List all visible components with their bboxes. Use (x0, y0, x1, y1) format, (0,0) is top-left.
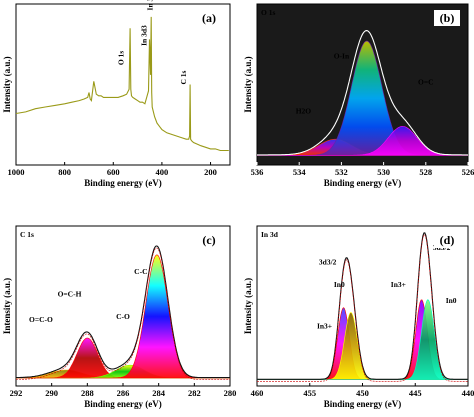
y-axis-title: Intensity (a.u.) (243, 278, 253, 334)
panel-b-o1s-spectrum: 536 534 532 530 528 526 Binding energy (eV) Int… (243, 3, 474, 188)
panel-label: (d) (440, 233, 455, 247)
peak-label: In3+ (317, 321, 332, 330)
x-tick-label: 536 (251, 167, 264, 177)
x-tick-label: 460 (251, 388, 264, 398)
panel-label: (a) (202, 11, 216, 25)
peak-label: In 3d5 (146, 0, 155, 10)
raw-data-line (16, 247, 230, 380)
panel-label: (c) (202, 233, 215, 247)
x-tick-label: 526 (462, 167, 474, 177)
plot-frame (15, 225, 231, 387)
panel-a-survey-spectrum: 1000 800 600 400 200 Binding energy (eV) Inten… (2, 0, 231, 188)
x-tick-label: 286 (117, 388, 130, 398)
x-axis-title: Binding energy (eV) (324, 178, 402, 188)
peak-label: In 3d3 (140, 25, 149, 46)
y-axis-title: Intensity (a.u.) (243, 56, 253, 112)
x-tick-label: 455 (303, 388, 316, 398)
peak-label: In0 (334, 280, 345, 289)
x-tick-label: 290 (45, 388, 58, 398)
panel-label: (b) (440, 11, 455, 25)
peak-label: C-C (134, 267, 147, 276)
peak-label: In0 (446, 296, 457, 305)
peak-area-group (257, 232, 468, 382)
x-axis-title: Binding energy (eV) (84, 399, 162, 409)
peak-label: O-In (334, 52, 350, 61)
x-tick-label: 1000 (8, 167, 25, 177)
x-tick-label: 532 (335, 167, 348, 177)
envelope-fit-line (257, 30, 468, 156)
x-tick-label: 600 (107, 167, 120, 177)
x-tick-label: 534 (293, 167, 307, 177)
y-axis-title: Intensity (a.u.) (2, 56, 12, 112)
panel-title: O 1s (261, 8, 275, 17)
peak-label: H2O (296, 106, 312, 115)
panel-title: C 1s (20, 230, 34, 239)
x-tick-label: 200 (204, 167, 217, 177)
panel-label-box (196, 232, 222, 248)
plot-frame (15, 3, 231, 166)
x-axis-title: Binding energy (eV) (84, 178, 162, 188)
x-tick-label: 288 (81, 388, 94, 398)
x-tick-label: 282 (188, 388, 201, 398)
raw-data-line (257, 234, 468, 382)
peak-label: O=C (418, 78, 434, 87)
x-tick-label: 440 (462, 388, 474, 398)
panel-title: In 3d (261, 230, 279, 239)
envelope-fit-line (16, 245, 230, 379)
peak-area-group (257, 30, 468, 156)
peak-label: O 1s (116, 51, 125, 65)
x-tick-label: 800 (58, 167, 71, 177)
panel-label-box (196, 10, 222, 26)
x-tick-label: 530 (377, 167, 390, 177)
panel-label-box (434, 10, 460, 26)
peak-area-group (16, 245, 230, 380)
peak-label: C-O (116, 312, 130, 321)
x-tick-label: 284 (152, 388, 166, 398)
x-tick-label: 450 (356, 388, 369, 398)
panel-c-c1s-spectrum: 292 290 288 286 284 282 280 Binding energy (eV)… (2, 225, 237, 409)
component-peak (257, 126, 468, 156)
x-axis-title: Binding energy (eV) (324, 399, 402, 409)
x-tick-label: 280 (224, 388, 237, 398)
x-tick-label: 292 (10, 388, 23, 398)
x-tick-label: 400 (156, 167, 169, 177)
peak-label: In3+ (391, 280, 406, 289)
peak-label: C 1s (179, 70, 188, 84)
peak-label: 3d3/2 (319, 257, 337, 266)
y-axis-title: Intensity (a.u.) (2, 278, 12, 334)
peak-label: O=C-H (58, 289, 82, 298)
panel-d-in3d-spectrum: 460 455 450 445 440 Binding energy (eV) Intens… (243, 225, 474, 409)
survey-spectrum-line (15, 16, 229, 152)
x-tick-label: 445 (409, 388, 422, 398)
panel-label-box (434, 232, 460, 248)
peak-label: O=C-O (29, 315, 53, 324)
x-tick-label: 528 (419, 167, 432, 177)
